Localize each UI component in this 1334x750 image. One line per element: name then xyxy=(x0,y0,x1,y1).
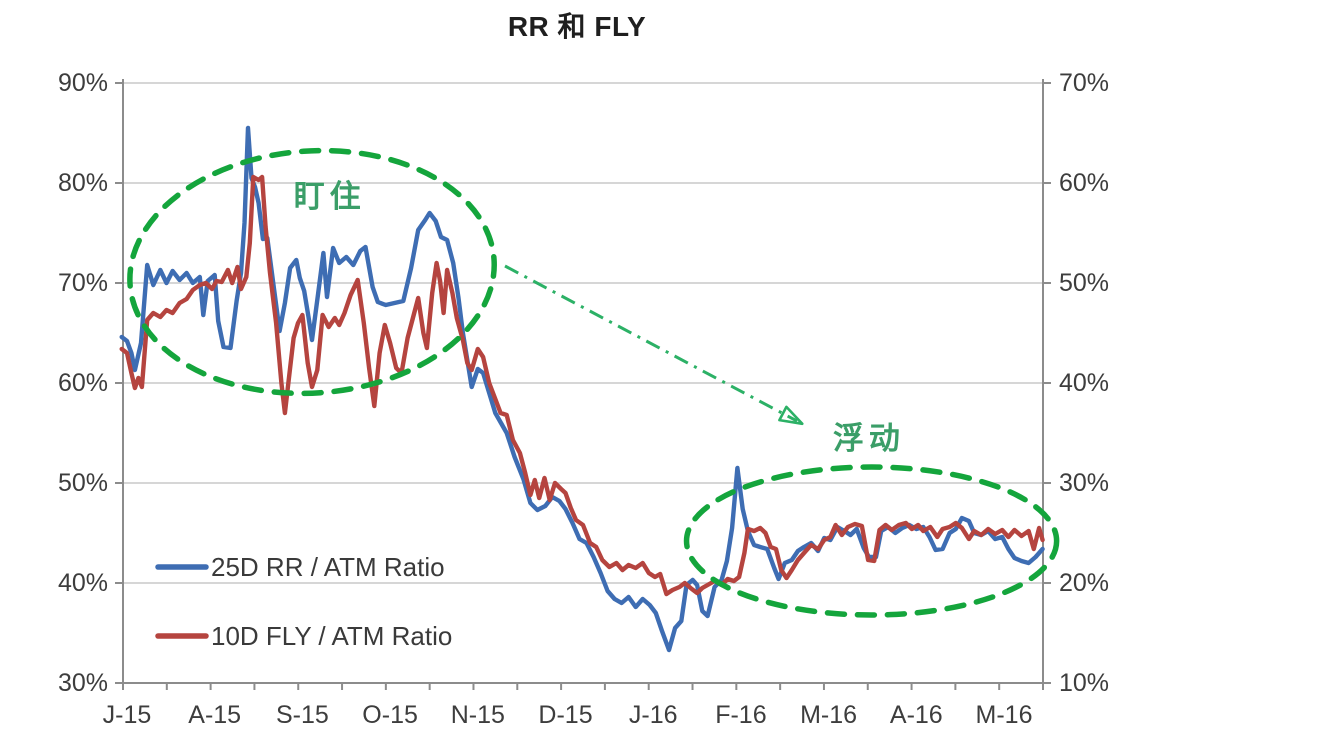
arrowhead-icon xyxy=(778,405,804,426)
y-axis-left-label: 60% xyxy=(58,369,108,397)
x-axis-label: F-16 xyxy=(715,701,766,729)
y-axis-right-label: 70% xyxy=(1059,69,1109,97)
regime-shift-arrow-line xyxy=(504,264,798,423)
y-axis-left-label: 90% xyxy=(58,69,108,97)
y-axis-right-label: 50% xyxy=(1059,269,1109,297)
pegged-region-ellipse xyxy=(127,147,497,397)
x-axis-label: J-15 xyxy=(103,701,152,729)
y-axis-right-label: 40% xyxy=(1059,369,1109,397)
pegged-label: 盯住 xyxy=(294,179,366,214)
legend-label-rr: 25D RR / ATM Ratio xyxy=(211,552,445,582)
x-axis-label: A-15 xyxy=(188,701,241,729)
x-axis-label: O-15 xyxy=(362,701,418,729)
x-axis-label: M-16 xyxy=(976,701,1033,729)
y-axis-left-label: 40% xyxy=(58,569,108,597)
x-axis-label: D-15 xyxy=(538,701,592,729)
y-axis-right-label: 30% xyxy=(1059,469,1109,497)
x-axis-label: A-16 xyxy=(890,701,943,729)
x-axis-label: J-16 xyxy=(629,701,678,729)
y-axis-left-label: 50% xyxy=(58,469,108,497)
floating-region-ellipse xyxy=(683,464,1060,618)
y-axis-right-label: 10% xyxy=(1059,669,1109,697)
chart-title: RR 和 FLY xyxy=(507,11,647,42)
floating-label: 浮动 xyxy=(833,421,905,456)
y-axis-left-label: 80% xyxy=(58,169,108,197)
y-axis-right-label: 20% xyxy=(1059,569,1109,597)
legend-label-fly: 10D FLY / ATM Ratio xyxy=(211,621,452,651)
y-axis-left-label: 30% xyxy=(58,669,108,697)
x-axis-label: N-15 xyxy=(451,701,505,729)
y-axis-right-label: 60% xyxy=(1059,169,1109,197)
y-axis-left-label: 70% xyxy=(58,269,108,297)
series-line-10d-fly xyxy=(119,174,1045,597)
x-axis-label: S-15 xyxy=(276,701,329,729)
x-axis-label: M-16 xyxy=(800,701,857,729)
